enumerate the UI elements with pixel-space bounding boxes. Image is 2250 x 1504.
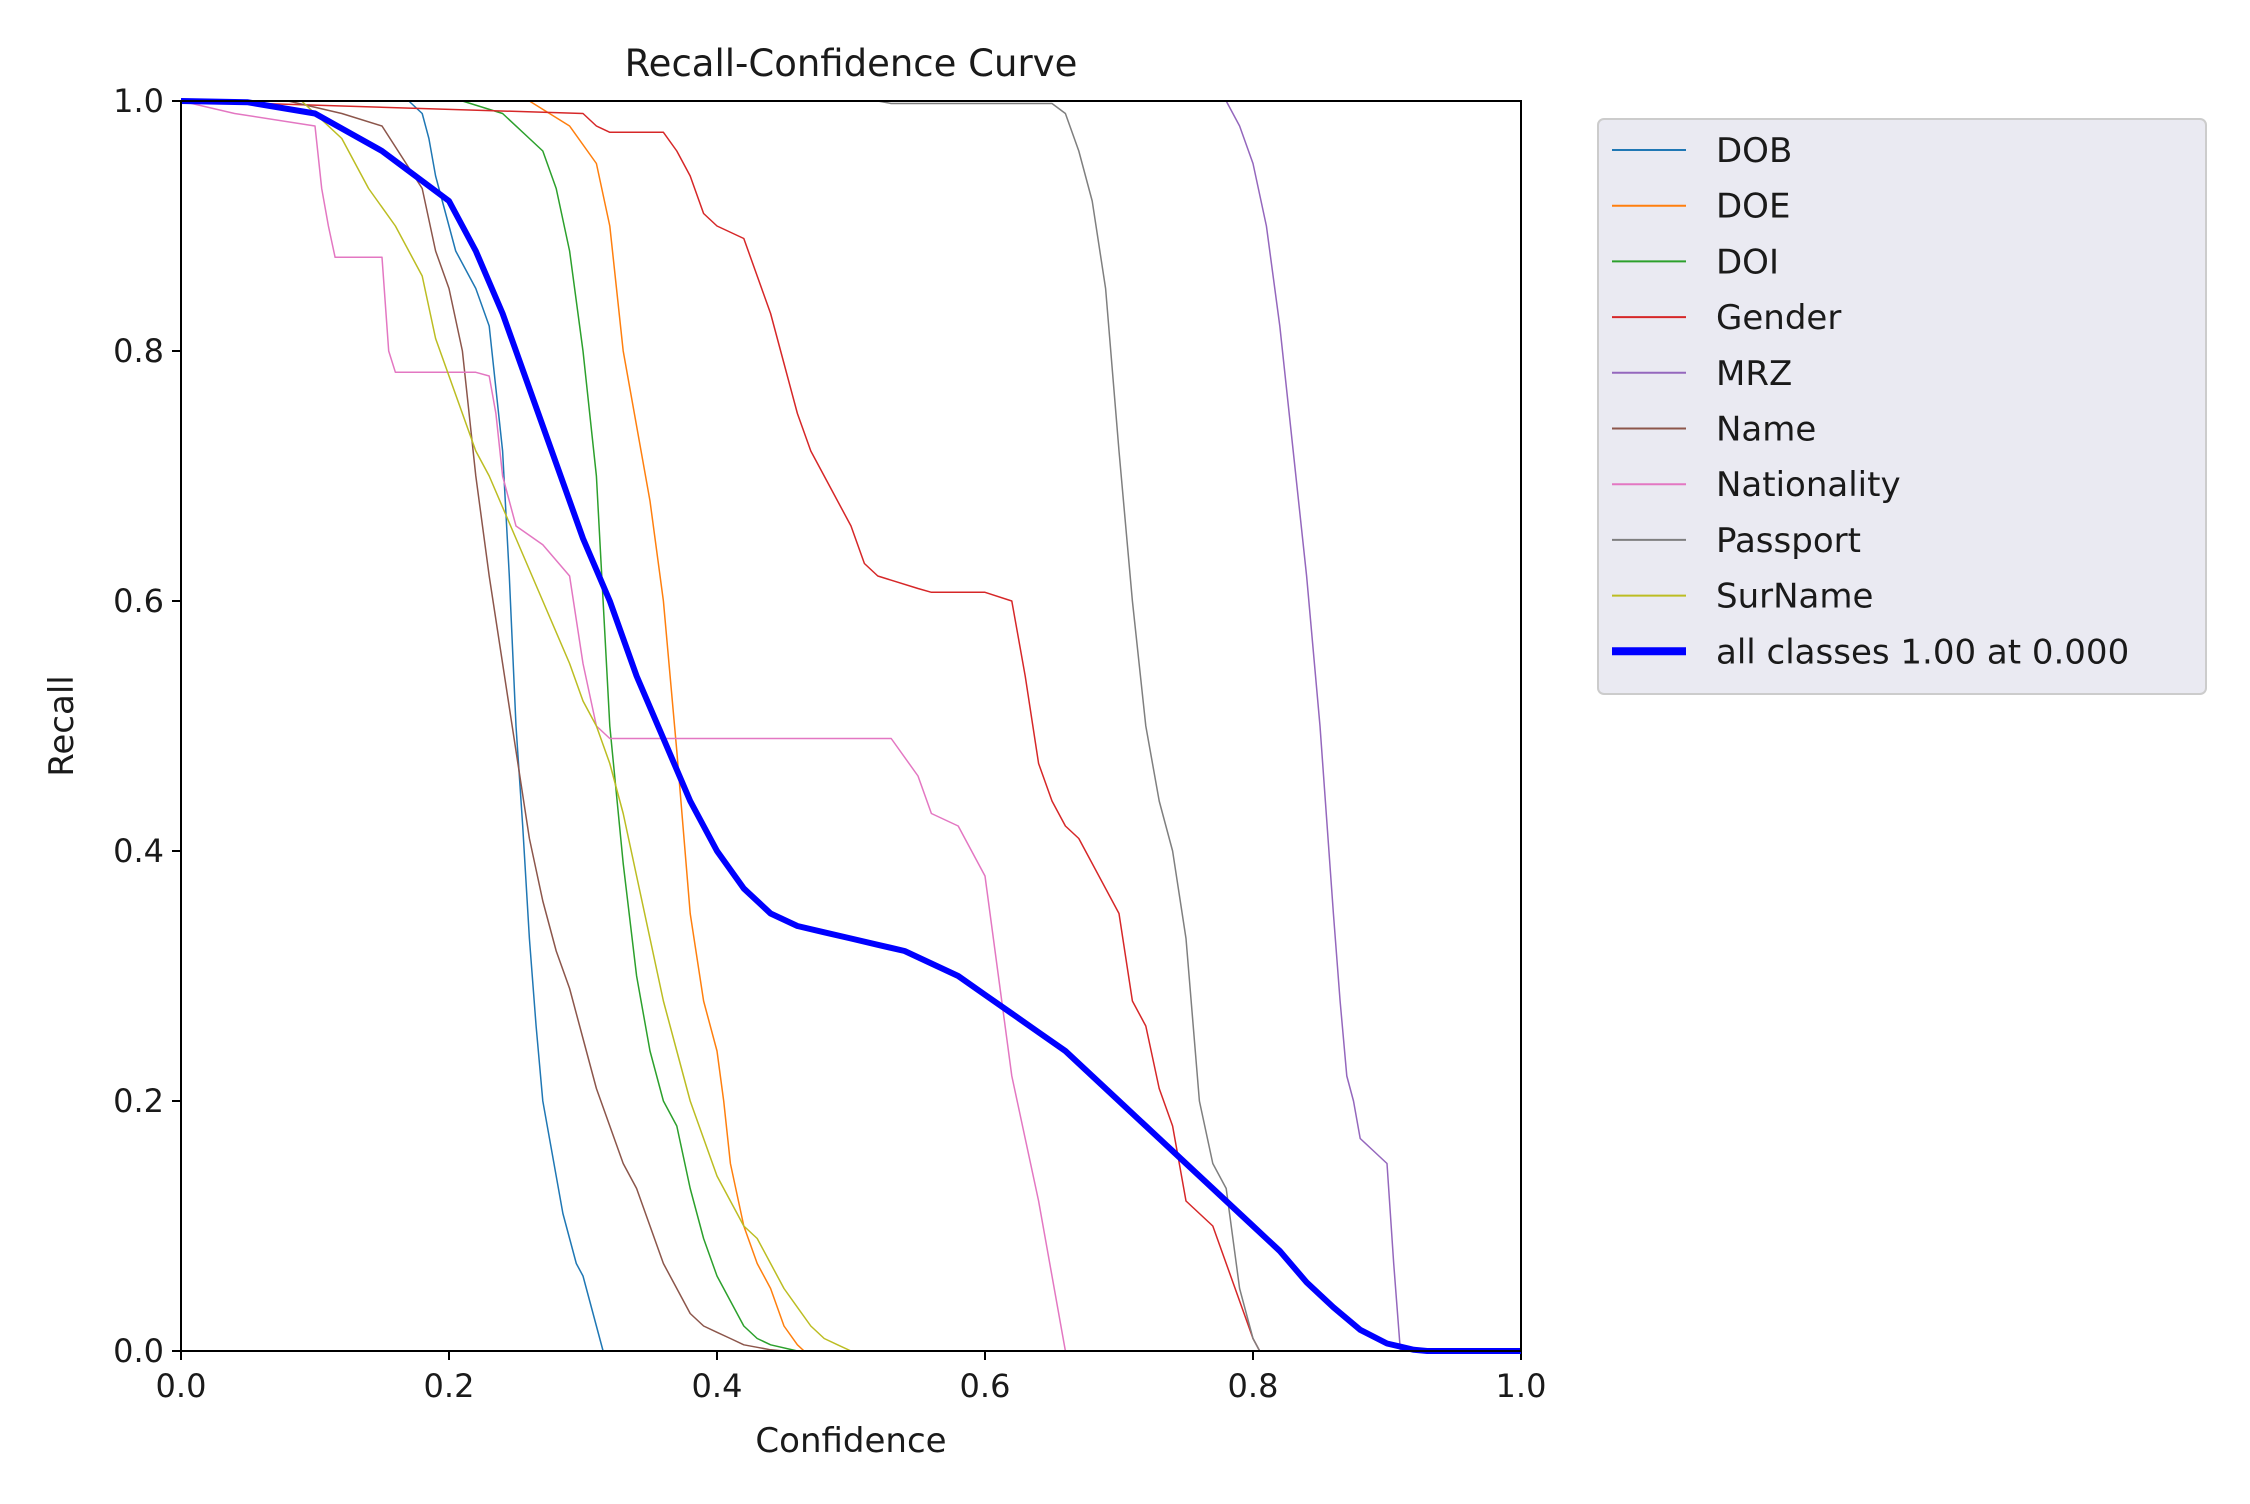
series-line-gender [181, 100, 1521, 1352]
y-tick-label: 1.0 [113, 82, 164, 120]
x-tick-label: 0.8 [1228, 1367, 1279, 1405]
plot-lines [181, 98, 1521, 1354]
y-tick-label: 0.4 [113, 832, 164, 870]
legend-label: DOB [1716, 131, 1792, 171]
y-axis-title: Recall [42, 675, 82, 776]
legend-label: Gender [1716, 298, 1841, 338]
series-line-doi [181, 100, 1521, 1352]
chart-title: Recall-Confidence Curve [625, 42, 1078, 85]
x-tick-label: 0.0 [156, 1367, 207, 1405]
axis-ticks: 0.0 0.2 0.4 0.6 0.8 1.0 0.0 0.2 0.4 0.6 0.8 1.0 [113, 82, 1546, 1405]
series-line-mrz [181, 100, 1521, 1352]
series-line-surname [181, 100, 1521, 1352]
series-line-nationality [181, 100, 1521, 1352]
legend-label: Passport [1716, 521, 1861, 561]
plot-area-frame [180, 100, 1522, 1352]
y-tick-label: 0.0 [113, 1332, 164, 1370]
legend-label: DOE [1716, 187, 1790, 227]
series-line-all-classes-1-00-at-0-000 [181, 98, 1521, 1354]
legend-label: all classes 1.00 at 0.000 [1716, 632, 2129, 672]
legend-label: Nationality [1716, 465, 1901, 505]
x-tick-label: 0.2 [424, 1367, 475, 1405]
x-tick-label: 1.0 [1496, 1367, 1547, 1405]
legend-label: MRZ [1716, 354, 1792, 394]
legend-label: SurName [1716, 577, 1873, 617]
y-tick-label: 0.8 [113, 332, 164, 370]
y-tick-label: 0.6 [113, 582, 164, 620]
legend: DOB DOE DOI Gender MRZ Name Nationality Passpor… [1597, 118, 2207, 695]
y-tick-label: 0.2 [113, 1082, 164, 1120]
series-line-name [181, 100, 1521, 1352]
x-tick-label: 0.4 [692, 1367, 743, 1405]
x-tick-label: 0.6 [960, 1367, 1011, 1405]
legend-box [1597, 118, 2207, 695]
series-line-doe [181, 100, 1521, 1352]
legend-label: Name [1716, 410, 1816, 450]
x-axis-title: Confidence [755, 1421, 946, 1461]
legend-label: DOI [1716, 242, 1779, 282]
